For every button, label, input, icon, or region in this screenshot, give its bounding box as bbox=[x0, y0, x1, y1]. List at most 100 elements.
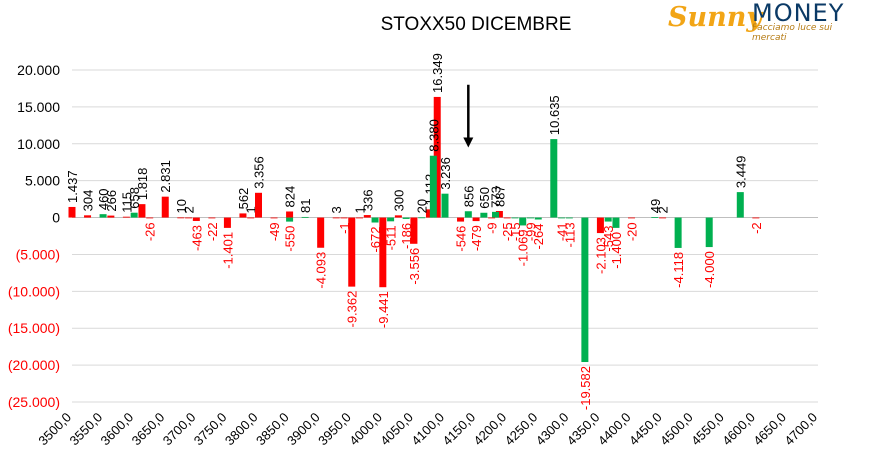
bar bbox=[628, 217, 635, 219]
data-label: -463 bbox=[189, 225, 204, 251]
bar bbox=[348, 217, 356, 287]
x-tick-label: 4350,0 bbox=[564, 410, 603, 449]
data-label: -672 bbox=[368, 227, 383, 253]
bar bbox=[492, 211, 500, 218]
bar bbox=[526, 217, 534, 219]
bar bbox=[286, 211, 294, 218]
bar bbox=[387, 217, 395, 222]
data-label: -264 bbox=[531, 224, 546, 250]
data-label: 2 bbox=[182, 206, 197, 213]
logo-word-money: MONEY bbox=[752, 0, 845, 27]
data-label: 3.449 bbox=[733, 156, 748, 189]
bar bbox=[674, 217, 682, 248]
data-label: -1 bbox=[337, 222, 352, 234]
bar bbox=[332, 217, 340, 219]
bar bbox=[247, 217, 255, 219]
y-tick-label: 20.000 bbox=[17, 62, 60, 78]
data-label: 3.236 bbox=[438, 157, 453, 190]
bar bbox=[146, 217, 154, 219]
data-label: 773 bbox=[489, 186, 504, 208]
bar bbox=[122, 216, 130, 218]
data-label: -9.441 bbox=[376, 291, 391, 328]
bar bbox=[519, 217, 527, 226]
data-label: 2 bbox=[656, 206, 671, 213]
x-tick-label: 4500,0 bbox=[657, 410, 696, 449]
bar bbox=[371, 217, 379, 223]
bar bbox=[192, 217, 200, 221]
data-label: 650 bbox=[477, 187, 492, 209]
data-label: 1.437 bbox=[65, 170, 80, 203]
bar bbox=[651, 217, 659, 218]
bar bbox=[340, 217, 348, 219]
bar bbox=[565, 217, 573, 219]
bar bbox=[659, 217, 667, 219]
bar bbox=[223, 217, 231, 228]
data-label: 824 bbox=[283, 186, 298, 208]
x-tick-label: 4050,0 bbox=[377, 410, 416, 449]
bar bbox=[503, 217, 511, 219]
y-tick-label: 5.000 bbox=[25, 173, 60, 189]
data-label: -1.401 bbox=[220, 232, 235, 269]
data-label: -2 bbox=[749, 222, 764, 234]
bar bbox=[596, 217, 604, 234]
data-label: -19.582 bbox=[578, 366, 593, 410]
data-label: 562 bbox=[236, 188, 251, 210]
data-label: -22 bbox=[205, 222, 220, 241]
x-tick-label: 3950,0 bbox=[315, 410, 354, 449]
data-label: 49 bbox=[648, 199, 663, 213]
bar bbox=[752, 217, 760, 219]
x-tick-label: 4600,0 bbox=[719, 410, 758, 449]
data-label: -41 bbox=[555, 222, 570, 241]
sunny-money-logo: Sunny MONEY Facciamo luce sui mercati bbox=[668, 0, 868, 43]
bar bbox=[457, 217, 465, 222]
data-label: -99 bbox=[523, 222, 538, 241]
chart-title: STOXX50 DICEMBRE bbox=[381, 14, 572, 35]
bar bbox=[107, 215, 115, 218]
data-label: 3 bbox=[329, 206, 344, 213]
x-tick-label: 3600,0 bbox=[98, 410, 137, 449]
data-label: 304 bbox=[81, 190, 96, 212]
bar bbox=[208, 217, 216, 219]
data-label: -1.069 bbox=[516, 229, 531, 266]
bar bbox=[301, 216, 309, 218]
bar bbox=[317, 217, 325, 248]
bar bbox=[161, 196, 169, 218]
bar bbox=[558, 217, 566, 219]
x-tick-label: 3850,0 bbox=[253, 410, 292, 449]
bar bbox=[84, 215, 92, 218]
bar bbox=[130, 212, 138, 218]
bar bbox=[138, 204, 146, 218]
bar bbox=[534, 217, 542, 220]
y-tick-label: (25.000) bbox=[8, 394, 60, 410]
y-tick-label: 10.000 bbox=[17, 136, 60, 152]
bar bbox=[472, 217, 480, 222]
x-tick-label: 4700,0 bbox=[781, 410, 820, 449]
data-label: 658 bbox=[127, 187, 142, 209]
data-label: 300 bbox=[391, 190, 406, 212]
y-tick-label: (15.000) bbox=[8, 320, 60, 336]
bar bbox=[379, 217, 387, 288]
data-label: -2.103 bbox=[593, 237, 608, 274]
bar bbox=[99, 214, 107, 218]
x-tick-label: 4150,0 bbox=[439, 410, 478, 449]
data-label: -546 bbox=[454, 226, 469, 252]
data-label: 856 bbox=[461, 186, 476, 208]
bar bbox=[488, 217, 496, 219]
x-tick-label: 4000,0 bbox=[346, 410, 385, 449]
bar bbox=[402, 217, 410, 219]
bar bbox=[736, 192, 744, 218]
data-label: 10 bbox=[174, 199, 189, 213]
x-tick-label: 4650,0 bbox=[750, 410, 789, 449]
logo-word-sunny: Sunny bbox=[668, 2, 763, 33]
data-label: -4.093 bbox=[314, 252, 329, 289]
data-label: -15 bbox=[508, 222, 523, 241]
data-label: -113 bbox=[562, 222, 577, 247]
bar bbox=[480, 212, 488, 218]
data-label: -25 bbox=[500, 222, 515, 241]
y-tick-label: 15.000 bbox=[17, 99, 60, 115]
x-tick-label: 3900,0 bbox=[284, 410, 323, 449]
bar bbox=[270, 217, 278, 219]
y-tick-label: (10.000) bbox=[8, 283, 60, 299]
data-label: -543 bbox=[601, 226, 616, 252]
